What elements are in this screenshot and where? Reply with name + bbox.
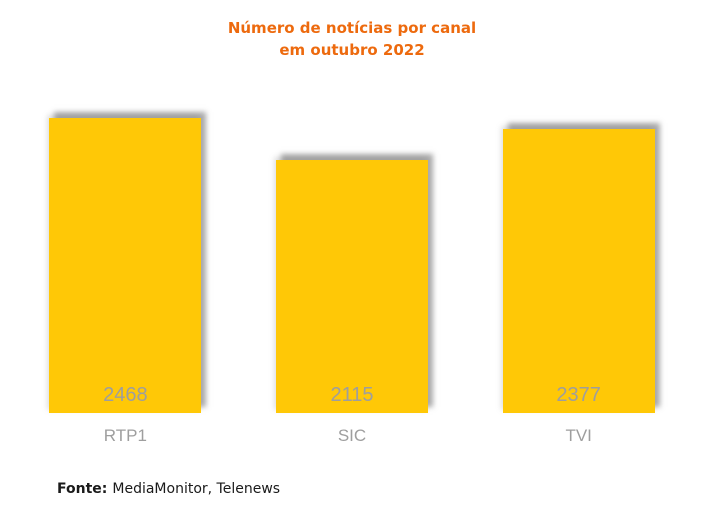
bar-tvi: 2377	[502, 129, 655, 413]
chart-title: Número de notícias por canal em outubro …	[0, 17, 704, 61]
bar-group-tvi: 2377	[465, 0, 692, 413]
source-note: Fonte: MediaMonitor, Telenews	[57, 481, 280, 497]
source-text: MediaMonitor, Telenews	[112, 481, 281, 497]
plot-area: 2468 2115 2377	[12, 0, 692, 413]
x-axis-label-rtp1: RTP1	[103, 426, 147, 445]
bar-group-rtp1: 2468	[12, 0, 239, 413]
bar-sic: 2115	[276, 160, 428, 413]
bar-group-sic: 2115	[239, 0, 466, 413]
x-axis-labels: RTP1 SIC TVI	[12, 413, 692, 446]
x-axis-label-sic: SIC	[337, 426, 367, 445]
source-label: Fonte:	[57, 481, 108, 497]
bar-value-label-rtp1: 2468	[103, 384, 148, 406]
chart-title-line2: em outubro 2022	[279, 41, 425, 59]
bar-value-label-tvi: 2377	[556, 384, 601, 406]
x-axis-label-tvi: TVI	[565, 426, 592, 445]
chart-title-line1: Número de notícias por canal	[227, 19, 477, 37]
bar-rtp1: 2468	[49, 118, 202, 413]
bar-value-label-sic: 2115	[330, 384, 374, 406]
